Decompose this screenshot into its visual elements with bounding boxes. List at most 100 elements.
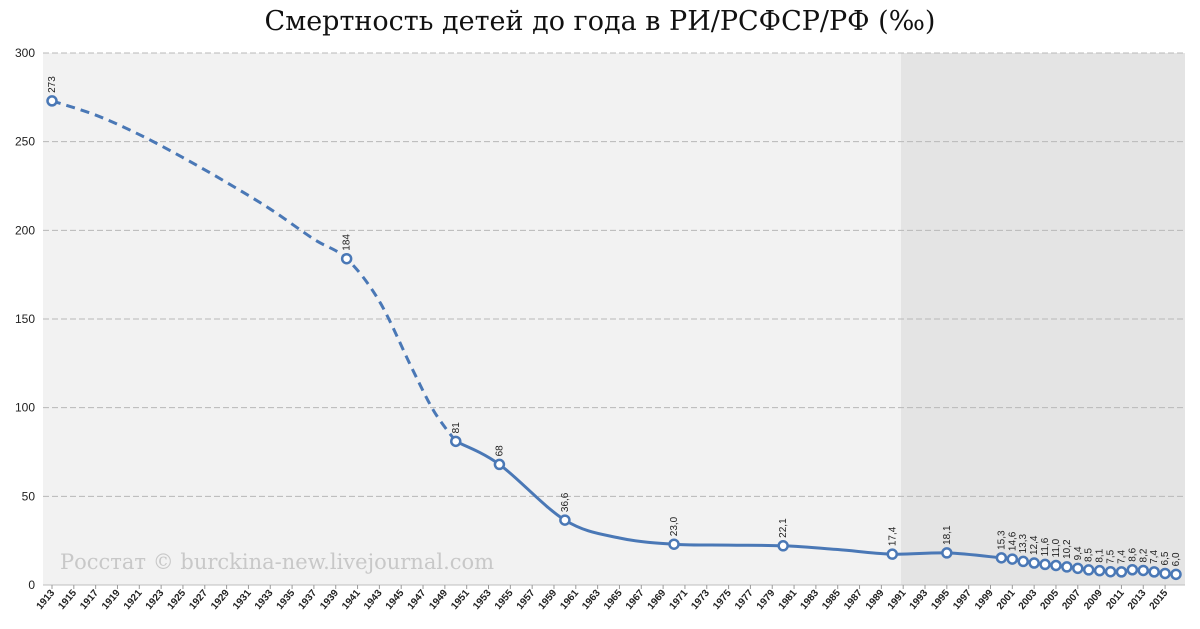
x-tick-label: 1937	[296, 588, 319, 612]
data-point	[46, 95, 58, 107]
x-tick-label: 1955	[493, 588, 516, 612]
x-tick-label: 1997	[951, 588, 974, 612]
x-tick-label: 1913	[35, 588, 58, 612]
x-tick-label: 1951	[449, 588, 472, 612]
x-tick-label: 1915	[56, 588, 79, 612]
x-tick-label: 1973	[689, 588, 712, 612]
data-label: 18,1	[942, 525, 953, 545]
x-tick-label: 1945	[384, 588, 407, 612]
data-label: 12,4	[1029, 535, 1040, 555]
x-tick-label: 1991	[886, 588, 909, 612]
data-point	[777, 540, 789, 552]
x-tick-label: 1983	[798, 588, 821, 612]
y-tick-label: 0	[28, 578, 35, 592]
watermark-text: Росстат © burckina-new.livejournal.com	[60, 550, 495, 574]
data-label: 7,5	[1106, 549, 1117, 563]
x-tick-label: 2011	[1104, 588, 1127, 612]
data-label: 8,2	[1138, 548, 1149, 562]
x-tick-label: 1995	[929, 588, 952, 612]
data-label: 8,1	[1095, 548, 1106, 562]
x-tick-label: 1925	[166, 588, 189, 612]
x-tick-label: 1949	[427, 588, 450, 612]
data-label: 11,6	[1040, 537, 1051, 556]
data-label: 68	[494, 445, 505, 457]
data-point	[1159, 567, 1171, 580]
data-label: 11,0	[1051, 538, 1062, 557]
x-tick-label: 1987	[842, 588, 865, 612]
x-tick-label: 1965	[602, 588, 625, 612]
x-tick-label: 1929	[209, 588, 232, 612]
x-tick-label: 1979	[755, 588, 778, 612]
y-tick-label: 50	[22, 489, 36, 503]
data-label: 15,3	[996, 530, 1007, 550]
gridlines	[43, 52, 1185, 586]
data-point	[941, 547, 953, 559]
y-tick-label: 150	[15, 312, 35, 326]
data-label: 13,3	[1018, 534, 1029, 554]
data-label: 7,4	[1116, 550, 1127, 564]
data-label: 10,2	[1062, 539, 1073, 559]
y-tick-label: 100	[15, 401, 35, 415]
x-tick-label: 2015	[1148, 588, 1171, 612]
x-tick-label: 2001	[995, 588, 1018, 612]
x-tick-label: 2007	[1060, 588, 1083, 612]
data-point	[559, 514, 571, 526]
x-tick-label: 1999	[973, 588, 996, 612]
x-tick-label: 1931	[231, 588, 254, 612]
data-label: 9,4	[1073, 546, 1084, 560]
data-point	[1126, 563, 1139, 576]
x-tick-label: 1963	[580, 588, 603, 612]
data-point	[1017, 555, 1029, 568]
data-point	[1148, 566, 1160, 578]
data-point	[1104, 565, 1117, 578]
x-tick-label: 1939	[318, 588, 341, 612]
y-tick-label: 300	[15, 46, 35, 60]
data-label: 8,6	[1127, 547, 1138, 561]
x-tick-label: 1989	[864, 588, 887, 612]
data-label: 6,5	[1160, 551, 1171, 565]
data-label: 81	[451, 422, 462, 434]
y-tick-label: 250	[15, 135, 35, 149]
x-tick-label: 1977	[733, 588, 756, 612]
data-point	[1137, 564, 1150, 577]
x-tick-label: 2003	[1017, 588, 1040, 612]
data-point	[668, 538, 680, 550]
x-tick-label: 1917	[78, 588, 101, 612]
x-tick-label: 1967	[624, 588, 647, 612]
x-tick-label: 1953	[471, 588, 494, 612]
data-labels: 273 184 81 68 36,6 23,0 22,1 17,4 18,1 15,3 14,6 13…	[47, 76, 1182, 567]
x-tick-label: 1959	[537, 588, 560, 612]
data-point	[1028, 557, 1040, 569]
x-tick-label: 1941	[340, 588, 363, 612]
data-point	[1093, 564, 1106, 577]
x-tick-label: 1975	[711, 588, 734, 612]
data-point	[340, 252, 353, 265]
x-tick-label: 1921	[122, 588, 145, 612]
x-tick-label: 1923	[144, 588, 167, 612]
x-tick-label: 1927	[187, 588, 210, 612]
chart-title: Смертность детей до года в РИ/РСФСР/РФ (…	[264, 6, 936, 37]
x-tick-label: 2013	[1126, 588, 1149, 612]
data-label: 17,4	[887, 526, 898, 546]
data-point	[1072, 562, 1084, 575]
x-tick-label: 1947	[406, 588, 429, 612]
data-point	[1039, 558, 1051, 571]
x-tick-label: 2005	[1039, 588, 1062, 612]
data-point	[1061, 561, 1073, 573]
x-tick-label: 1961	[558, 588, 581, 612]
x-axis: 1913 1915 1917 1919 1921 1923 1925 1927 1929 1931…	[35, 585, 1171, 612]
data-points	[46, 95, 1182, 581]
data-label: 7,4	[1149, 550, 1160, 564]
data-point	[1082, 564, 1095, 576]
x-tick-label: 1981	[777, 588, 800, 612]
data-label: 22,1	[778, 518, 789, 538]
data-point	[450, 435, 462, 448]
data-label: 184	[342, 234, 353, 251]
data-label: 8,5	[1084, 548, 1095, 562]
data-point	[886, 548, 899, 560]
x-tick-label: 1969	[646, 588, 669, 612]
x-tick-label: 1933	[253, 588, 276, 612]
x-tick-label: 1971	[668, 588, 691, 612]
data-point	[995, 552, 1008, 564]
